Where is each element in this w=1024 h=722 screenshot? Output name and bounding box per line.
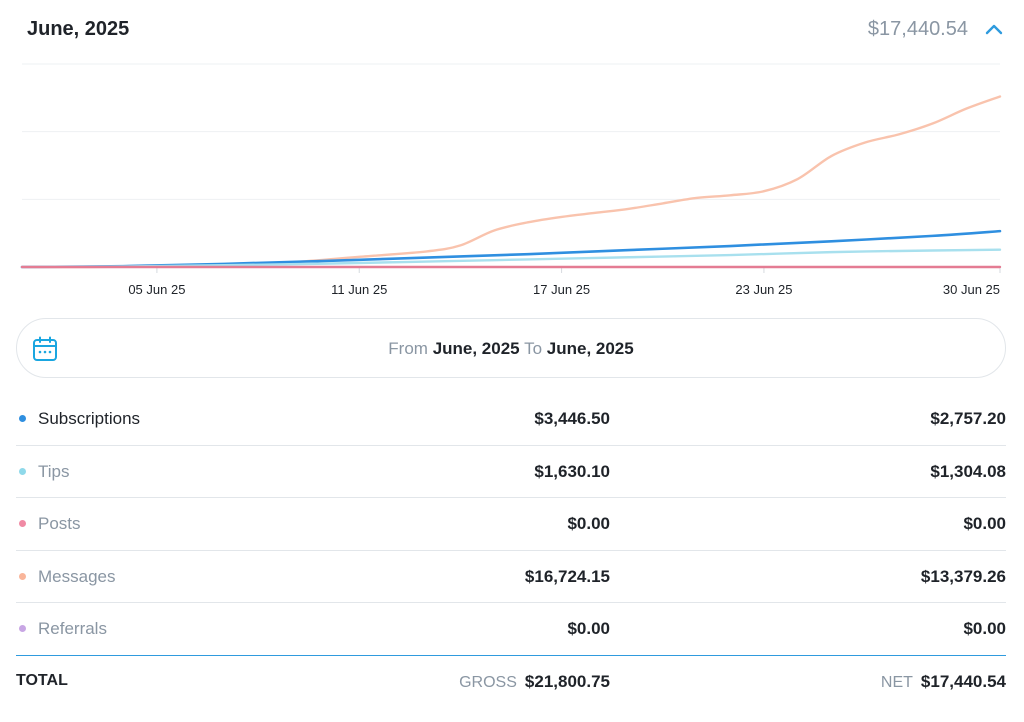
- total-label: TOTAL: [16, 672, 68, 689]
- total-net: NET $17,440.54: [881, 672, 1006, 692]
- legend-dot: [19, 625, 26, 632]
- totals-row: TOTAL GROSS $21,800.75 NET $17,440.54: [16, 658, 1006, 708]
- row-tips[interactable]: Tips $1,630.10 $1,304.08: [16, 446, 1006, 498]
- series-line-messages: [20, 95, 1002, 269]
- period-title: June, 2025: [27, 18, 130, 40]
- row-subscriptions[interactable]: Subscriptions $3,446.50 $2,757.20: [16, 393, 1006, 446]
- row-messages[interactable]: Messages $16,724.15 $13,379.26: [16, 551, 1006, 603]
- x-tick-label: 30 Jun 25: [943, 282, 1000, 297]
- date-range-picker[interactable]: From June, 2025 To June, 2025: [16, 318, 1006, 378]
- row-label: Tips: [38, 461, 70, 481]
- row-gross-value: $1,630.10: [534, 461, 610, 481]
- row-gross-value: $0.00: [567, 514, 610, 533]
- row-label: Messages: [38, 566, 116, 586]
- row-posts[interactable]: Posts $0.00 $0.00: [16, 498, 1006, 551]
- total-gross: GROSS $21,800.75: [459, 672, 610, 692]
- x-tick-label: 05 Jun 25: [128, 282, 185, 297]
- calendar-icon: [31, 335, 59, 363]
- row-label: Subscriptions: [38, 409, 141, 428]
- x-tick-label: 23 Jun 25: [735, 282, 792, 297]
- series-line-subscriptions: [20, 229, 1002, 269]
- earnings-breakdown-list: Subscriptions $3,446.50 $2,757.20 Tips $…: [16, 393, 1006, 656]
- row-gross-value: $0.00: [567, 619, 610, 638]
- row-net-value: $2,757.20: [930, 409, 1006, 428]
- row-net-value: $0.00: [963, 619, 1006, 638]
- row-gross-value: $3,446.50: [534, 409, 610, 428]
- x-tick-label: 11 Jun 25: [331, 282, 387, 297]
- card-header: June, 2025 $17,440.54: [0, 0, 1024, 60]
- earnings-line-chart: 05 Jun 25 11 Jun 25 17 Jun 25 23 Jun 25 30 J…: [20, 63, 1002, 297]
- row-net-value: $0.00: [963, 514, 1006, 533]
- series-line-tips: [20, 248, 1002, 269]
- legend-dot: [19, 415, 26, 422]
- net-total-value: $17,440.54: [920, 672, 1006, 691]
- x-tick-label: 17 Jun 25: [533, 282, 590, 297]
- gross-caption: GROSS: [459, 674, 517, 691]
- legend-dot: [19, 572, 26, 580]
- row-gross-value: $16,724.15: [524, 566, 610, 586]
- earnings-chart: 05 Jun 25 11 Jun 25 17 Jun 25 23 Jun 25 30 J…: [0, 60, 1024, 310]
- row-label: Referrals: [38, 619, 107, 638]
- from-label: From: [388, 339, 428, 358]
- row-net-value: $1,304.08: [930, 461, 1006, 481]
- row-referrals[interactable]: Referrals $0.00 $0.00: [16, 603, 1006, 656]
- legend-dot: [19, 520, 26, 527]
- header-net-amount: $17,440.54: [867, 18, 968, 40]
- to-value: June, 2025: [546, 339, 634, 358]
- from-value: June, 2025: [432, 339, 520, 358]
- gross-total-value: $21,800.75: [524, 672, 610, 691]
- row-net-value: $13,379.26: [920, 566, 1006, 586]
- to-label: To: [524, 339, 543, 358]
- chevron-up-icon[interactable]: [982, 18, 1006, 42]
- legend-dot: [19, 467, 26, 475]
- row-label: Posts: [38, 514, 81, 533]
- net-caption: NET: [880, 674, 913, 691]
- date-range-text: From June, 2025 To June, 2025: [17, 339, 1005, 359]
